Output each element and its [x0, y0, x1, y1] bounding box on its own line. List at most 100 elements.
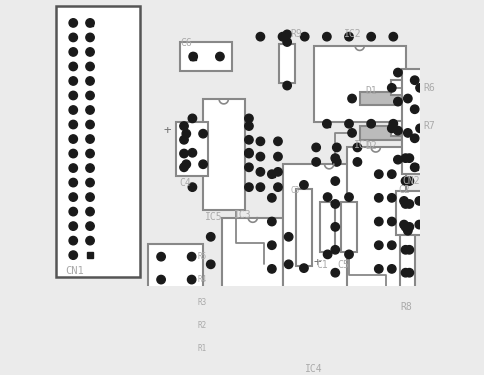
Circle shape [199, 160, 207, 168]
Circle shape [180, 163, 188, 171]
Circle shape [401, 246, 410, 254]
Circle shape [393, 68, 402, 77]
Circle shape [331, 246, 339, 254]
Circle shape [187, 321, 196, 330]
Circle shape [388, 288, 396, 297]
Text: C5: C5 [337, 260, 349, 270]
Circle shape [268, 312, 276, 321]
Bar [87, 20, 93, 26]
Bar [360, 92, 402, 105]
Circle shape [268, 217, 276, 226]
Circle shape [331, 268, 339, 277]
Bar [402, 69, 428, 174]
Circle shape [410, 105, 419, 114]
Circle shape [405, 291, 413, 300]
Text: R4: R4 [198, 275, 207, 284]
Circle shape [86, 91, 94, 100]
Circle shape [400, 220, 408, 229]
Circle shape [256, 137, 265, 146]
Circle shape [401, 200, 410, 208]
Circle shape [331, 154, 339, 162]
Circle shape [182, 129, 191, 138]
Circle shape [69, 77, 77, 85]
Text: C1: C1 [316, 260, 328, 270]
Circle shape [404, 295, 412, 304]
Bar [57, 6, 140, 276]
Circle shape [405, 223, 413, 231]
Circle shape [388, 336, 396, 344]
Circle shape [301, 33, 309, 41]
Circle shape [375, 241, 383, 249]
Circle shape [405, 314, 413, 323]
Circle shape [69, 193, 77, 201]
Circle shape [367, 120, 376, 128]
Circle shape [331, 291, 339, 300]
Circle shape [323, 33, 331, 41]
Circle shape [331, 314, 339, 323]
Circle shape [86, 77, 94, 85]
Circle shape [187, 252, 196, 261]
Circle shape [375, 336, 383, 344]
Circle shape [207, 315, 215, 324]
Bar [341, 202, 357, 252]
Circle shape [245, 122, 253, 130]
Text: R8: R8 [400, 302, 412, 312]
Circle shape [86, 48, 94, 56]
Circle shape [375, 170, 383, 178]
Circle shape [69, 164, 77, 172]
Circle shape [312, 143, 320, 152]
Circle shape [86, 135, 94, 143]
Circle shape [69, 236, 77, 245]
Circle shape [285, 260, 293, 268]
Circle shape [393, 126, 402, 135]
Circle shape [345, 120, 353, 128]
Circle shape [86, 178, 94, 187]
Text: R1: R1 [198, 344, 207, 353]
Circle shape [86, 236, 94, 245]
Circle shape [182, 160, 191, 168]
Bar [391, 80, 422, 96]
Circle shape [401, 314, 410, 323]
Text: +: + [164, 124, 171, 137]
Circle shape [388, 217, 396, 226]
Circle shape [404, 129, 412, 137]
Circle shape [268, 194, 276, 202]
Text: C4: C4 [180, 178, 191, 188]
Bar [314, 46, 406, 122]
Circle shape [245, 114, 253, 123]
Circle shape [207, 260, 215, 268]
Circle shape [86, 33, 94, 42]
Circle shape [404, 94, 412, 103]
Bar [203, 99, 245, 210]
Circle shape [283, 38, 291, 46]
Circle shape [180, 122, 188, 130]
Circle shape [388, 194, 396, 202]
Bar [347, 147, 406, 341]
Circle shape [245, 136, 253, 144]
Circle shape [283, 81, 291, 90]
Circle shape [345, 250, 353, 259]
Circle shape [187, 298, 196, 307]
Circle shape [69, 106, 77, 114]
Circle shape [375, 265, 383, 273]
Circle shape [401, 268, 410, 277]
Circle shape [348, 94, 356, 103]
Circle shape [69, 207, 77, 216]
Circle shape [69, 91, 77, 100]
Circle shape [207, 288, 215, 296]
Text: R5: R5 [198, 252, 207, 261]
Circle shape [69, 178, 77, 187]
Circle shape [345, 33, 353, 41]
Circle shape [323, 193, 332, 201]
Bar [222, 218, 283, 363]
Circle shape [180, 136, 188, 144]
Text: C3: C3 [291, 186, 300, 195]
Circle shape [86, 207, 94, 216]
Bar [176, 122, 209, 176]
Text: IC3: IC3 [234, 210, 251, 220]
Circle shape [345, 193, 353, 201]
Circle shape [86, 149, 94, 158]
Circle shape [401, 291, 410, 300]
Circle shape [410, 163, 419, 171]
Circle shape [157, 252, 166, 261]
